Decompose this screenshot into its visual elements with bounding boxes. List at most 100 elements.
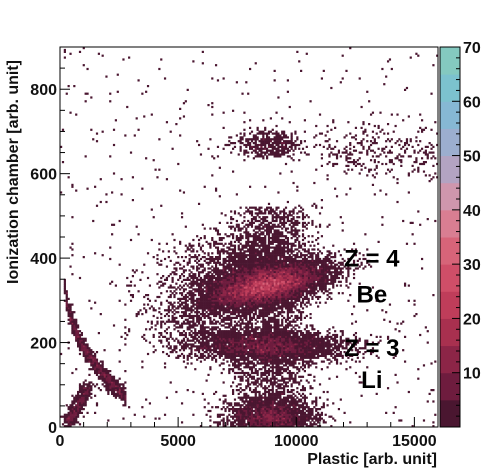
heatmap-cell (294, 305, 297, 308)
heatmap-cell (241, 311, 244, 314)
heatmap-cell (247, 381, 250, 384)
heatmap-cell (254, 282, 257, 285)
heatmap-cell (230, 347, 233, 350)
heatmap-cell (241, 280, 244, 283)
heatmap-cell (317, 290, 320, 293)
heatmap-cell (328, 278, 331, 281)
heatmap-cell (226, 314, 229, 318)
heatmap-cell (196, 354, 199, 357)
heatmap-cell (275, 276, 278, 280)
heatmap-cell (241, 337, 244, 340)
heatmap-cell (211, 343, 214, 346)
heatmap-cell (235, 332, 238, 335)
heatmap-cell (317, 330, 320, 333)
heatmap-cell (290, 263, 293, 266)
heatmap-cell (277, 332, 280, 335)
heatmap-cell (230, 343, 233, 346)
heatmap-cell (241, 345, 244, 348)
heatmap-cell (275, 297, 278, 300)
heatmap-cell (252, 341, 255, 344)
heatmap-cell (294, 354, 297, 357)
heatmap-cell (273, 219, 276, 223)
heatmap-cell (277, 299, 280, 302)
heatmap-cell (283, 423, 286, 426)
heatmap-cell (284, 246, 288, 249)
heatmap-cell (211, 320, 214, 323)
heatmap-cell (254, 269, 257, 272)
heatmap-cell (303, 256, 306, 259)
heatmap-cell (190, 290, 193, 293)
heatmap-cell (335, 335, 339, 338)
heatmap-cell (318, 257, 322, 261)
heatmap-cell (230, 240, 233, 243)
heatmap-cell (264, 240, 267, 243)
heatmap-cell (256, 280, 259, 283)
heatmap-cell (207, 276, 210, 280)
heatmap-cell (203, 235, 206, 238)
heatmap-cell (341, 261, 344, 264)
heatmap-cell (305, 294, 308, 297)
heatmap-cell (245, 345, 248, 348)
heatmap-cell (281, 349, 284, 352)
heatmap-cell (273, 423, 276, 426)
heatmap-cell (269, 278, 272, 281)
heatmap-cell (258, 294, 261, 297)
heatmap-cell (292, 261, 295, 264)
heatmap-cell (243, 362, 246, 365)
heatmap-cell (320, 275, 324, 278)
heatmap-cell (224, 307, 227, 310)
heatmap-cell (182, 301, 186, 304)
heatmap-cell (192, 299, 195, 302)
heatmap-cell (283, 252, 286, 255)
heatmap-cell (283, 244, 286, 247)
heatmap-cell (220, 345, 223, 348)
heatmap-cell (163, 362, 167, 365)
heatmap-cell (326, 343, 329, 346)
heatmap-cell (190, 286, 193, 289)
heatmap-cell (226, 250, 229, 253)
heatmap-cell (250, 362, 254, 365)
heatmap-cell (249, 337, 252, 340)
heatmap-cell (182, 343, 186, 346)
heatmap-cell (298, 280, 301, 283)
heatmap-cell (213, 299, 216, 302)
heatmap-cell (288, 290, 291, 293)
heatmap-cell (245, 330, 248, 333)
heatmap-cell (254, 276, 257, 280)
heatmap-cell (318, 276, 322, 280)
heatmap-cell (328, 288, 331, 291)
heatmap-cell (266, 417, 269, 420)
heatmap-cell (228, 307, 231, 310)
heatmap-cell (201, 299, 204, 302)
heatmap-cell (273, 292, 276, 295)
heatmap-cell (252, 402, 255, 405)
heatmap-cell (249, 292, 252, 295)
heatmap-cell (300, 206, 303, 209)
heatmap-cell (290, 282, 293, 285)
heatmap-cell (209, 294, 212, 297)
heatmap-cell (317, 273, 320, 276)
heatmap-cell (290, 349, 293, 352)
heatmap-cell (211, 333, 214, 337)
heatmap-cell (326, 278, 329, 281)
heatmap-cell (237, 257, 240, 261)
heatmap-cell (267, 275, 271, 278)
heatmap-cell (369, 349, 373, 352)
heatmap-cell (313, 284, 316, 287)
heatmap-cell (300, 265, 303, 268)
heatmap-cell (243, 349, 246, 352)
heatmap-cell (171, 303, 174, 306)
heatmap-cell (260, 292, 263, 295)
heatmap-cell (201, 305, 204, 308)
heatmap-cell (294, 381, 297, 384)
heatmap-cell (214, 354, 218, 357)
heatmap-cell (258, 299, 261, 302)
heatmap-cell (290, 307, 293, 310)
heatmap-cell (235, 337, 238, 340)
heatmap-cell (277, 400, 280, 403)
heatmap-cell (328, 339, 331, 342)
heatmap-cell (199, 284, 203, 287)
heatmap-cell (269, 320, 272, 323)
heatmap-cell (256, 373, 259, 376)
heatmap-cell (260, 362, 263, 365)
